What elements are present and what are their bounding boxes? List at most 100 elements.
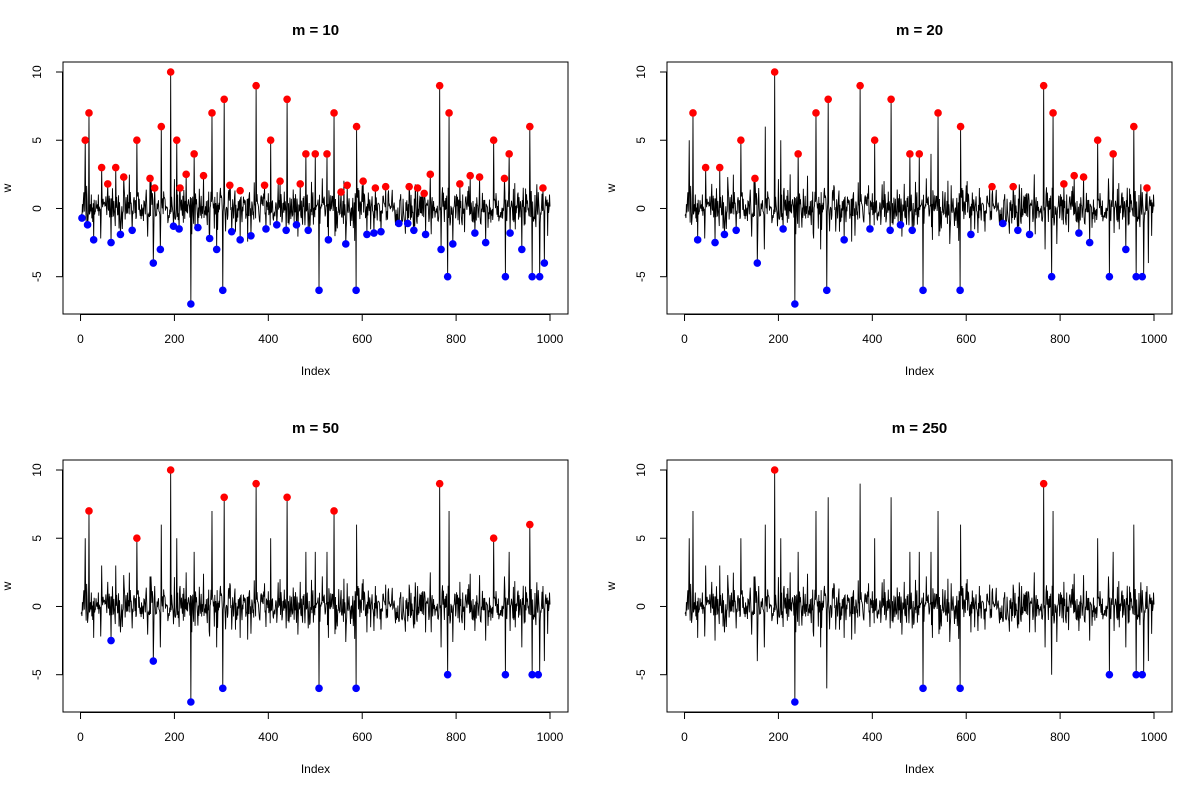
min-point (236, 236, 244, 244)
min-point (272, 221, 281, 229)
min-point (78, 214, 86, 222)
max-point (81, 136, 90, 145)
max-point (466, 171, 474, 180)
min-point (395, 219, 403, 228)
min-point (866, 225, 874, 233)
x-tick-label: 200 (164, 332, 184, 346)
min-point (292, 221, 301, 229)
min-point (107, 238, 115, 247)
y-tick-label: 0 (30, 205, 44, 212)
max-point (337, 188, 345, 196)
y-tick-label: 0 (30, 603, 44, 610)
min-point (218, 684, 227, 693)
min-point (324, 236, 333, 244)
max-point (236, 186, 244, 195)
max-point (689, 109, 697, 117)
max-point (85, 507, 93, 515)
x-tick-label: 1000 (537, 730, 564, 744)
max-point (111, 163, 120, 172)
max-point (371, 184, 380, 192)
min-point (410, 226, 418, 235)
max-point (220, 95, 228, 104)
max-point (150, 184, 159, 192)
x-axis-label: Index (301, 762, 330, 776)
max-point (226, 181, 234, 190)
x-tick-label: 800 (446, 332, 466, 346)
x-axis-label: Index (905, 762, 934, 776)
min-point (156, 245, 165, 254)
max-point (405, 182, 413, 191)
min-point (528, 670, 536, 679)
x-tick-label: 800 (1050, 730, 1070, 744)
min-point (999, 219, 1007, 228)
max-point (505, 150, 513, 158)
max-point (812, 109, 820, 117)
max-point (199, 171, 208, 180)
max-point (1009, 182, 1017, 191)
max-point (956, 122, 965, 131)
max-point (794, 150, 802, 158)
min-point (693, 236, 702, 244)
min-point (83, 221, 92, 229)
max-point (330, 109, 338, 117)
min-point (481, 238, 490, 247)
max-point (701, 163, 710, 172)
max-point (103, 180, 112, 188)
max-point (266, 136, 275, 145)
max-point (359, 177, 367, 185)
max-point (1079, 173, 1088, 181)
min-point (89, 236, 98, 244)
x-tick-label: 800 (1050, 332, 1070, 346)
chart-title: m = 250 (892, 420, 947, 437)
max-point (489, 534, 498, 543)
min-point (753, 259, 762, 267)
min-point (528, 272, 536, 281)
x-tick-label: 1000 (537, 332, 564, 346)
max-point (176, 184, 184, 192)
x-tick-label: 0 (681, 332, 688, 346)
x-tick-label: 600 (956, 332, 976, 346)
min-point (1047, 272, 1056, 281)
max-point (381, 182, 390, 191)
min-point (352, 684, 360, 693)
x-tick-label: 200 (164, 730, 184, 744)
min-point (967, 230, 975, 239)
max-point (539, 184, 547, 192)
min-point (1138, 670, 1147, 679)
min-point (791, 300, 799, 308)
min-point (315, 286, 323, 295)
min-point (732, 226, 740, 235)
max-point (276, 177, 284, 185)
max-point (870, 136, 879, 145)
max-point (770, 68, 779, 76)
max-point (283, 95, 291, 104)
chart-title: m = 10 (292, 22, 339, 39)
x-tick-label: 800 (446, 730, 466, 744)
min-point (908, 226, 917, 235)
min-point (1122, 245, 1130, 254)
x-axis-label: Index (905, 364, 934, 378)
min-point (116, 230, 125, 239)
y-tick-label: -5 (30, 669, 44, 680)
x-tick-label: 400 (862, 730, 882, 744)
min-point (1085, 238, 1094, 247)
min-point (187, 300, 195, 308)
panel-m50: m = 50 0 200 400 600 800 1000 Index -5 0 5 10 w (0, 420, 569, 776)
max-point (915, 150, 924, 158)
max-point (934, 109, 942, 117)
min-point (437, 245, 445, 254)
min-point (501, 670, 510, 679)
x-tick-label: 200 (768, 332, 788, 346)
max-point (190, 150, 198, 158)
max-point (737, 136, 745, 145)
x-tick-label: 1000 (1141, 730, 1168, 744)
y-tick-label: -5 (634, 271, 648, 282)
max-point (420, 189, 428, 198)
chart-title: m = 50 (292, 420, 339, 437)
min-point (506, 229, 514, 237)
min-point (187, 698, 195, 706)
min-point (169, 222, 178, 231)
max-point (302, 150, 310, 158)
max-point (1070, 171, 1078, 180)
